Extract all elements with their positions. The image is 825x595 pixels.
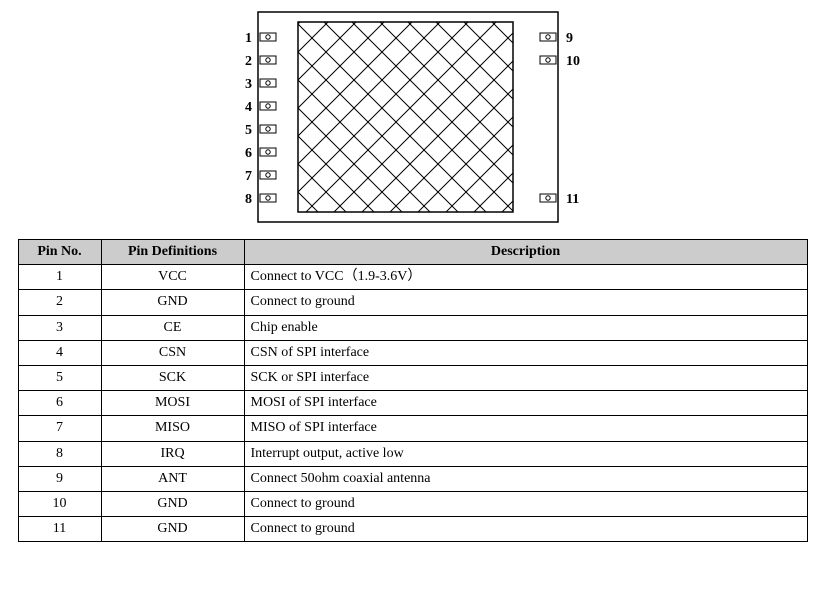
cell-pin-def: GND <box>101 517 244 542</box>
cell-pin-def: CE <box>101 315 244 340</box>
cell-pin-def: MISO <box>101 416 244 441</box>
cell-pin-def: GND <box>101 290 244 315</box>
cell-pin-no: 11 <box>18 517 101 542</box>
cell-pin-def: ANT <box>101 466 244 491</box>
module-diagram: 1 2 3 4 5 6 7 8 9 10 11 <box>10 10 815 229</box>
header-pin-def: Pin Definitions <box>101 240 244 265</box>
table-row: 4CSNCSN of SPI interface <box>18 340 807 365</box>
cell-pin-no: 2 <box>18 290 101 315</box>
cell-pin-no: 8 <box>18 441 101 466</box>
cell-desc: Connect to ground <box>244 290 807 315</box>
table-row: 3CEChip enable <box>18 315 807 340</box>
svg-text:4: 4 <box>245 100 252 115</box>
cell-desc: MISO of SPI interface <box>244 416 807 441</box>
svg-text:11: 11 <box>566 192 579 207</box>
table-row: 11GNDConnect to ground <box>18 517 807 542</box>
cell-pin-no: 5 <box>18 365 101 390</box>
cell-pin-no: 3 <box>18 315 101 340</box>
cell-pin-no: 9 <box>18 466 101 491</box>
table-row: 1VCCConnect to VCC（1.9-3.6V） <box>18 265 807 290</box>
header-desc: Description <box>244 240 807 265</box>
cell-desc: Connect to ground <box>244 517 807 542</box>
table-row: 5SCKSCK or SPI interface <box>18 365 807 390</box>
table-row: 8IRQInterrupt output, active low <box>18 441 807 466</box>
cell-desc: SCK or SPI interface <box>244 365 807 390</box>
header-pin-no: Pin No. <box>18 240 101 265</box>
svg-text:1: 1 <box>245 31 252 46</box>
cell-pin-def: CSN <box>101 340 244 365</box>
svg-text:2: 2 <box>245 54 252 69</box>
cell-desc: Connect to ground <box>244 491 807 516</box>
svg-text:7: 7 <box>245 169 252 184</box>
cell-desc: Interrupt output, active low <box>244 441 807 466</box>
cell-pin-def: MOSI <box>101 391 244 416</box>
table-row: 6MOSIMOSI of SPI interface <box>18 391 807 416</box>
table-row: 7MISOMISO of SPI interface <box>18 416 807 441</box>
svg-text:3: 3 <box>245 77 252 92</box>
svg-text:9: 9 <box>566 31 573 46</box>
svg-text:5: 5 <box>245 123 252 138</box>
table-row: 2GNDConnect to ground <box>18 290 807 315</box>
svg-text:10: 10 <box>566 54 580 69</box>
cell-desc: Connect to VCC（1.9-3.6V） <box>244 265 807 290</box>
pin-definition-table: Pin No. Pin Definitions Description 1VCC… <box>18 239 808 542</box>
cell-pin-no: 7 <box>18 416 101 441</box>
cell-pin-def: VCC <box>101 265 244 290</box>
cell-desc: CSN of SPI interface <box>244 340 807 365</box>
table-row: 10GNDConnect to ground <box>18 491 807 516</box>
cell-pin-no: 1 <box>18 265 101 290</box>
cell-pin-no: 6 <box>18 391 101 416</box>
cell-pin-def: GND <box>101 491 244 516</box>
cell-desc: Chip enable <box>244 315 807 340</box>
cell-pin-no: 10 <box>18 491 101 516</box>
cell-pin-no: 4 <box>18 340 101 365</box>
cell-pin-def: SCK <box>101 365 244 390</box>
svg-text:8: 8 <box>245 192 252 207</box>
svg-text:6: 6 <box>245 146 252 161</box>
cell-desc: MOSI of SPI interface <box>244 391 807 416</box>
table-row: 9ANTConnect 50ohm coaxial antenna <box>18 466 807 491</box>
cell-pin-def: IRQ <box>101 441 244 466</box>
cell-desc: Connect 50ohm coaxial antenna <box>244 466 807 491</box>
table-header-row: Pin No. Pin Definitions Description <box>18 240 807 265</box>
